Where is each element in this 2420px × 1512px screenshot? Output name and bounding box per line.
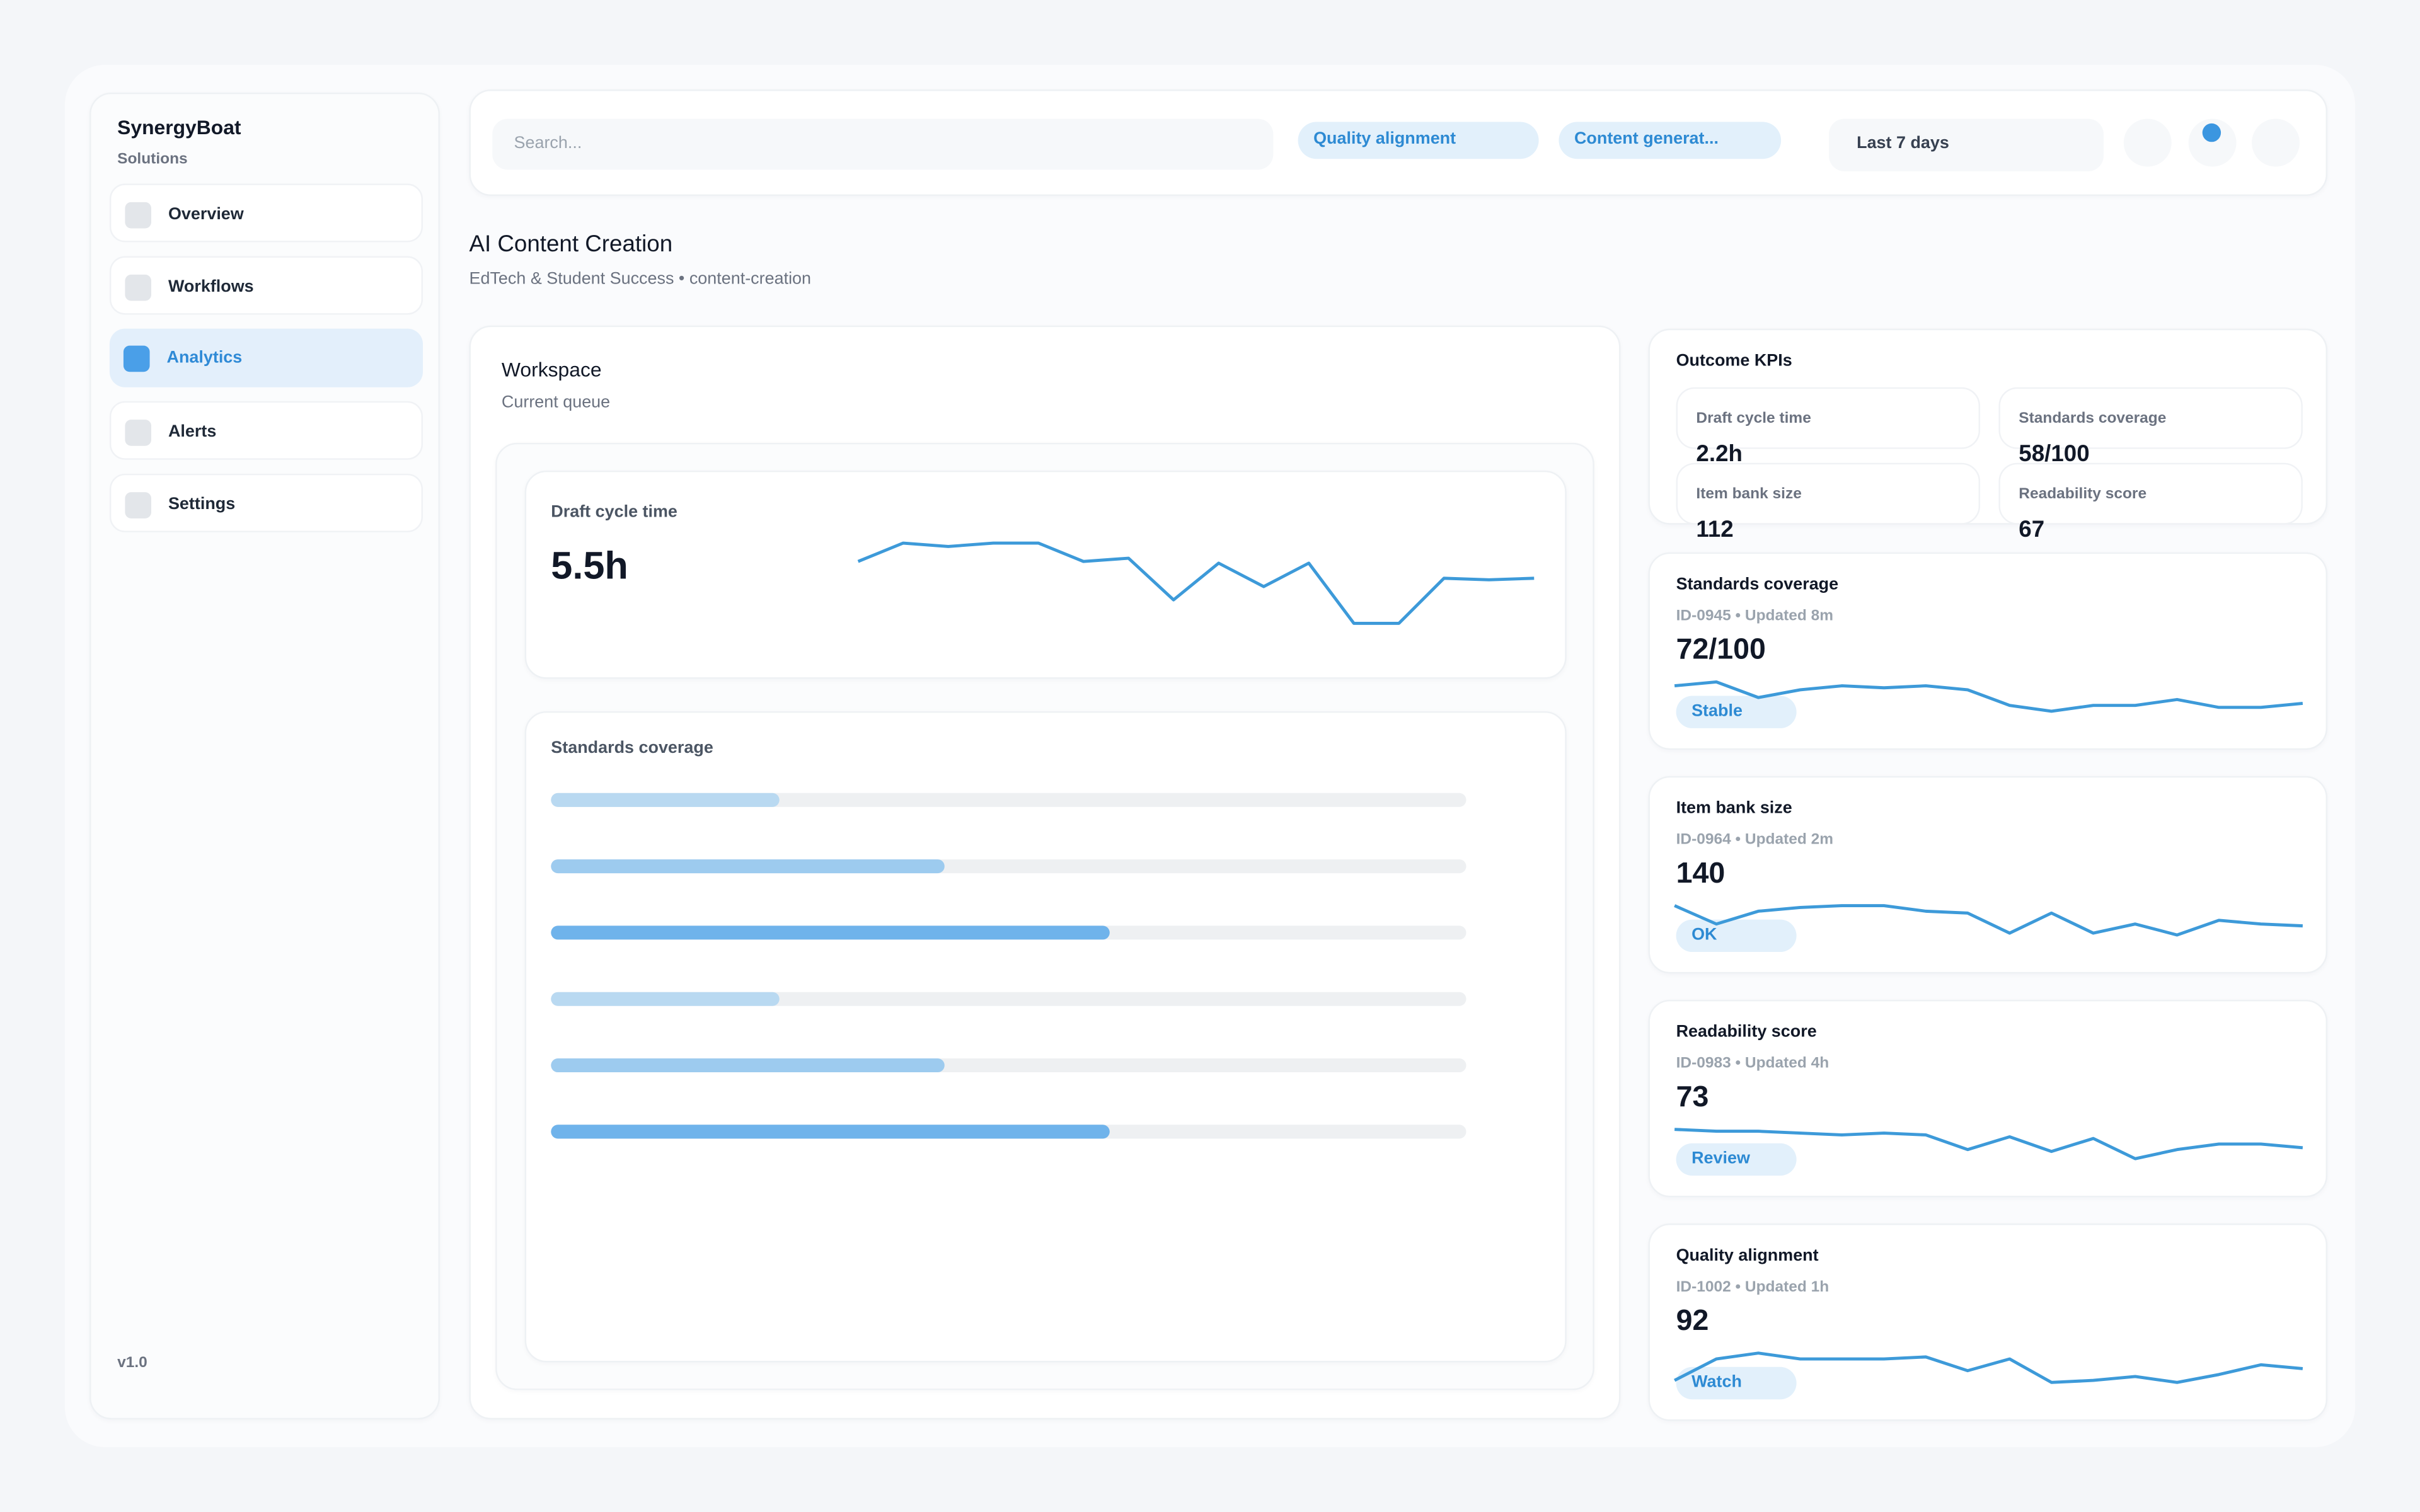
nav-item[interactable]: Workflows — [109, 256, 424, 315]
kpi-label: Item bank size — [1696, 486, 1802, 503]
brand-subtitle: Solutions — [117, 151, 188, 168]
nav-label: Overview — [168, 205, 244, 225]
chip-label: Content generat... — [1574, 130, 1719, 149]
kpi-label: Readability score — [2019, 486, 2147, 503]
tile-meta: ID-0964 • Updated 2m — [1676, 832, 1834, 849]
progress-bar — [551, 992, 780, 1006]
kpi-title: Outcome KPIs — [1676, 352, 1792, 371]
nav-label: Alerts — [168, 423, 217, 442]
version: v1.0 — [117, 1354, 147, 1372]
nav-icon — [125, 274, 152, 301]
tile-title: Readability score — [1676, 1023, 1817, 1043]
filter-chip[interactable]: Quality alignment — [1298, 122, 1539, 159]
tile-value: 140 — [1676, 857, 1726, 890]
chip-label: Quality alignment — [1313, 130, 1456, 149]
brand: SynergyBoat — [117, 116, 241, 139]
kpi-label: Draft cycle time — [1696, 410, 1811, 428]
metric-value: 5.5h — [551, 544, 628, 588]
workspace-subtitle: Current queue — [501, 394, 611, 413]
nav-icon — [125, 420, 152, 446]
badge-label: OK — [1691, 925, 1717, 944]
kpi-tile: Standards coverage 58/100 — [1998, 387, 2303, 467]
status-badge: Watch — [1676, 1366, 1797, 1400]
progress-bar — [551, 925, 1110, 940]
progress-bar — [551, 1125, 1110, 1139]
badge-label: Review — [1691, 1149, 1750, 1168]
progress-card — [524, 711, 1567, 1363]
kpi-label: Standards coverage — [2019, 410, 2167, 428]
nav-label: Settings — [168, 496, 236, 515]
progress-bar — [551, 793, 780, 807]
page-subtitle: EdTech & Student Success • content-creat… — [469, 270, 812, 289]
metric-card — [524, 470, 1567, 679]
nav-label: Workflows — [168, 278, 254, 297]
status-badge: Review — [1676, 1143, 1797, 1176]
kpi-tile: Draft cycle time 2.2h — [1676, 387, 1981, 467]
filter-chip[interactable]: Content generat... — [1559, 122, 1782, 159]
tile-value: 72/100 — [1676, 633, 1766, 666]
status-badge: OK — [1676, 919, 1797, 953]
workspace-title: Workspace — [501, 358, 602, 382]
kpi-tile: Readability score 67 — [1998, 462, 2303, 543]
nav-icon — [123, 345, 150, 372]
nav-item[interactable]: Alerts — [109, 401, 424, 460]
status-dot — [2202, 123, 2221, 142]
kpi-tile: Item bank size 112 — [1676, 462, 1981, 543]
search-input[interactable]: Search... — [492, 118, 1274, 170]
nav-label: Analytics — [166, 349, 243, 368]
nav-icon — [125, 202, 152, 229]
progress-bar — [551, 1058, 945, 1073]
tile-meta: ID-0983 • Updated 4h — [1676, 1055, 1829, 1073]
kpi-value: 67 — [2019, 517, 2045, 544]
progress-track — [551, 793, 1466, 807]
nav-item[interactable]: Settings — [109, 473, 424, 532]
badge-label: Watch — [1691, 1373, 1742, 1392]
progress-track — [551, 992, 1466, 1006]
date-range-label: Last 7 days — [1857, 135, 1949, 154]
tile-title: Item bank size — [1676, 799, 1792, 818]
search-placeholder: Search... — [514, 135, 582, 154]
metric-label: Draft cycle time — [551, 503, 677, 522]
progress-title: Standards coverage — [551, 740, 713, 759]
nav-item[interactable]: Analytics — [109, 328, 424, 387]
nav-icon — [125, 492, 152, 518]
tile-value: 92 — [1676, 1304, 1709, 1337]
status-badge: Stable — [1676, 696, 1797, 728]
tile-meta: ID-0945 • Updated 8m — [1676, 607, 1834, 625]
tile-value: 73 — [1676, 1080, 1709, 1114]
tile-title: Quality alignment — [1676, 1247, 1819, 1266]
tile-meta: ID-1002 • Updated 1h — [1676, 1279, 1829, 1297]
icon-button[interactable] — [2123, 118, 2172, 167]
nav-item[interactable]: Overview — [109, 183, 424, 243]
icon-button[interactable] — [2252, 118, 2300, 167]
kpi-value: 112 — [1696, 517, 1734, 544]
tile-title: Standards coverage — [1676, 576, 1839, 595]
badge-label: Stable — [1691, 702, 1743, 721]
progress-bar — [551, 859, 945, 874]
date-range[interactable]: Last 7 days — [1829, 118, 2104, 171]
page-title: AI Content Creation — [469, 231, 673, 258]
